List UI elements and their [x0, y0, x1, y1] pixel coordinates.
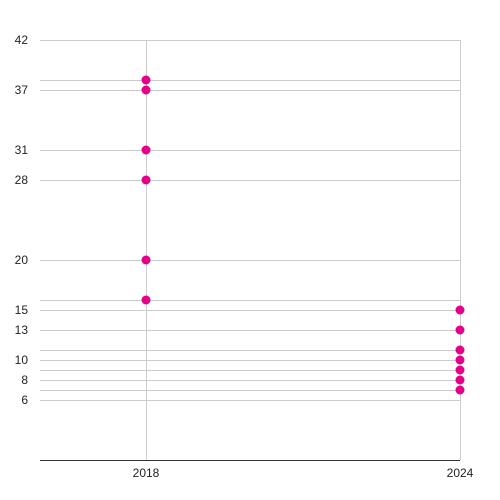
y-tick-label: 15: [15, 303, 29, 317]
data-point: [455, 325, 465, 335]
y-tick-label: 31: [15, 143, 29, 157]
data-point: [141, 255, 151, 265]
y-tick-label: 8: [21, 373, 28, 387]
data-point: [455, 365, 465, 375]
data-point: [141, 175, 151, 185]
data-point: [141, 295, 151, 305]
y-tick-label: 42: [15, 33, 29, 47]
data-points: [141, 75, 465, 395]
y-tick-label: 10: [15, 353, 29, 367]
y-tick-label: 13: [15, 323, 29, 337]
data-point: [141, 145, 151, 155]
y-tick-label: 20: [15, 253, 29, 267]
data-point: [455, 385, 465, 395]
grid-lines: [40, 40, 461, 460]
y-tick-label: 28: [15, 173, 29, 187]
data-point: [455, 355, 465, 365]
x-tick-labels: 2018 2024: [133, 466, 474, 480]
data-point: [455, 305, 465, 315]
data-point: [141, 75, 151, 85]
data-point: [455, 375, 465, 385]
y-tick-label: 6: [21, 393, 28, 407]
y-tick-label: 37: [15, 83, 29, 97]
x-tick-label: 2018: [133, 466, 160, 480]
data-point: [141, 85, 151, 95]
data-point: [455, 345, 465, 355]
x-tick-label: 2024: [447, 466, 474, 480]
y-tick-labels: 6 8 10 13 15 20 28 31 37 42: [15, 33, 29, 407]
